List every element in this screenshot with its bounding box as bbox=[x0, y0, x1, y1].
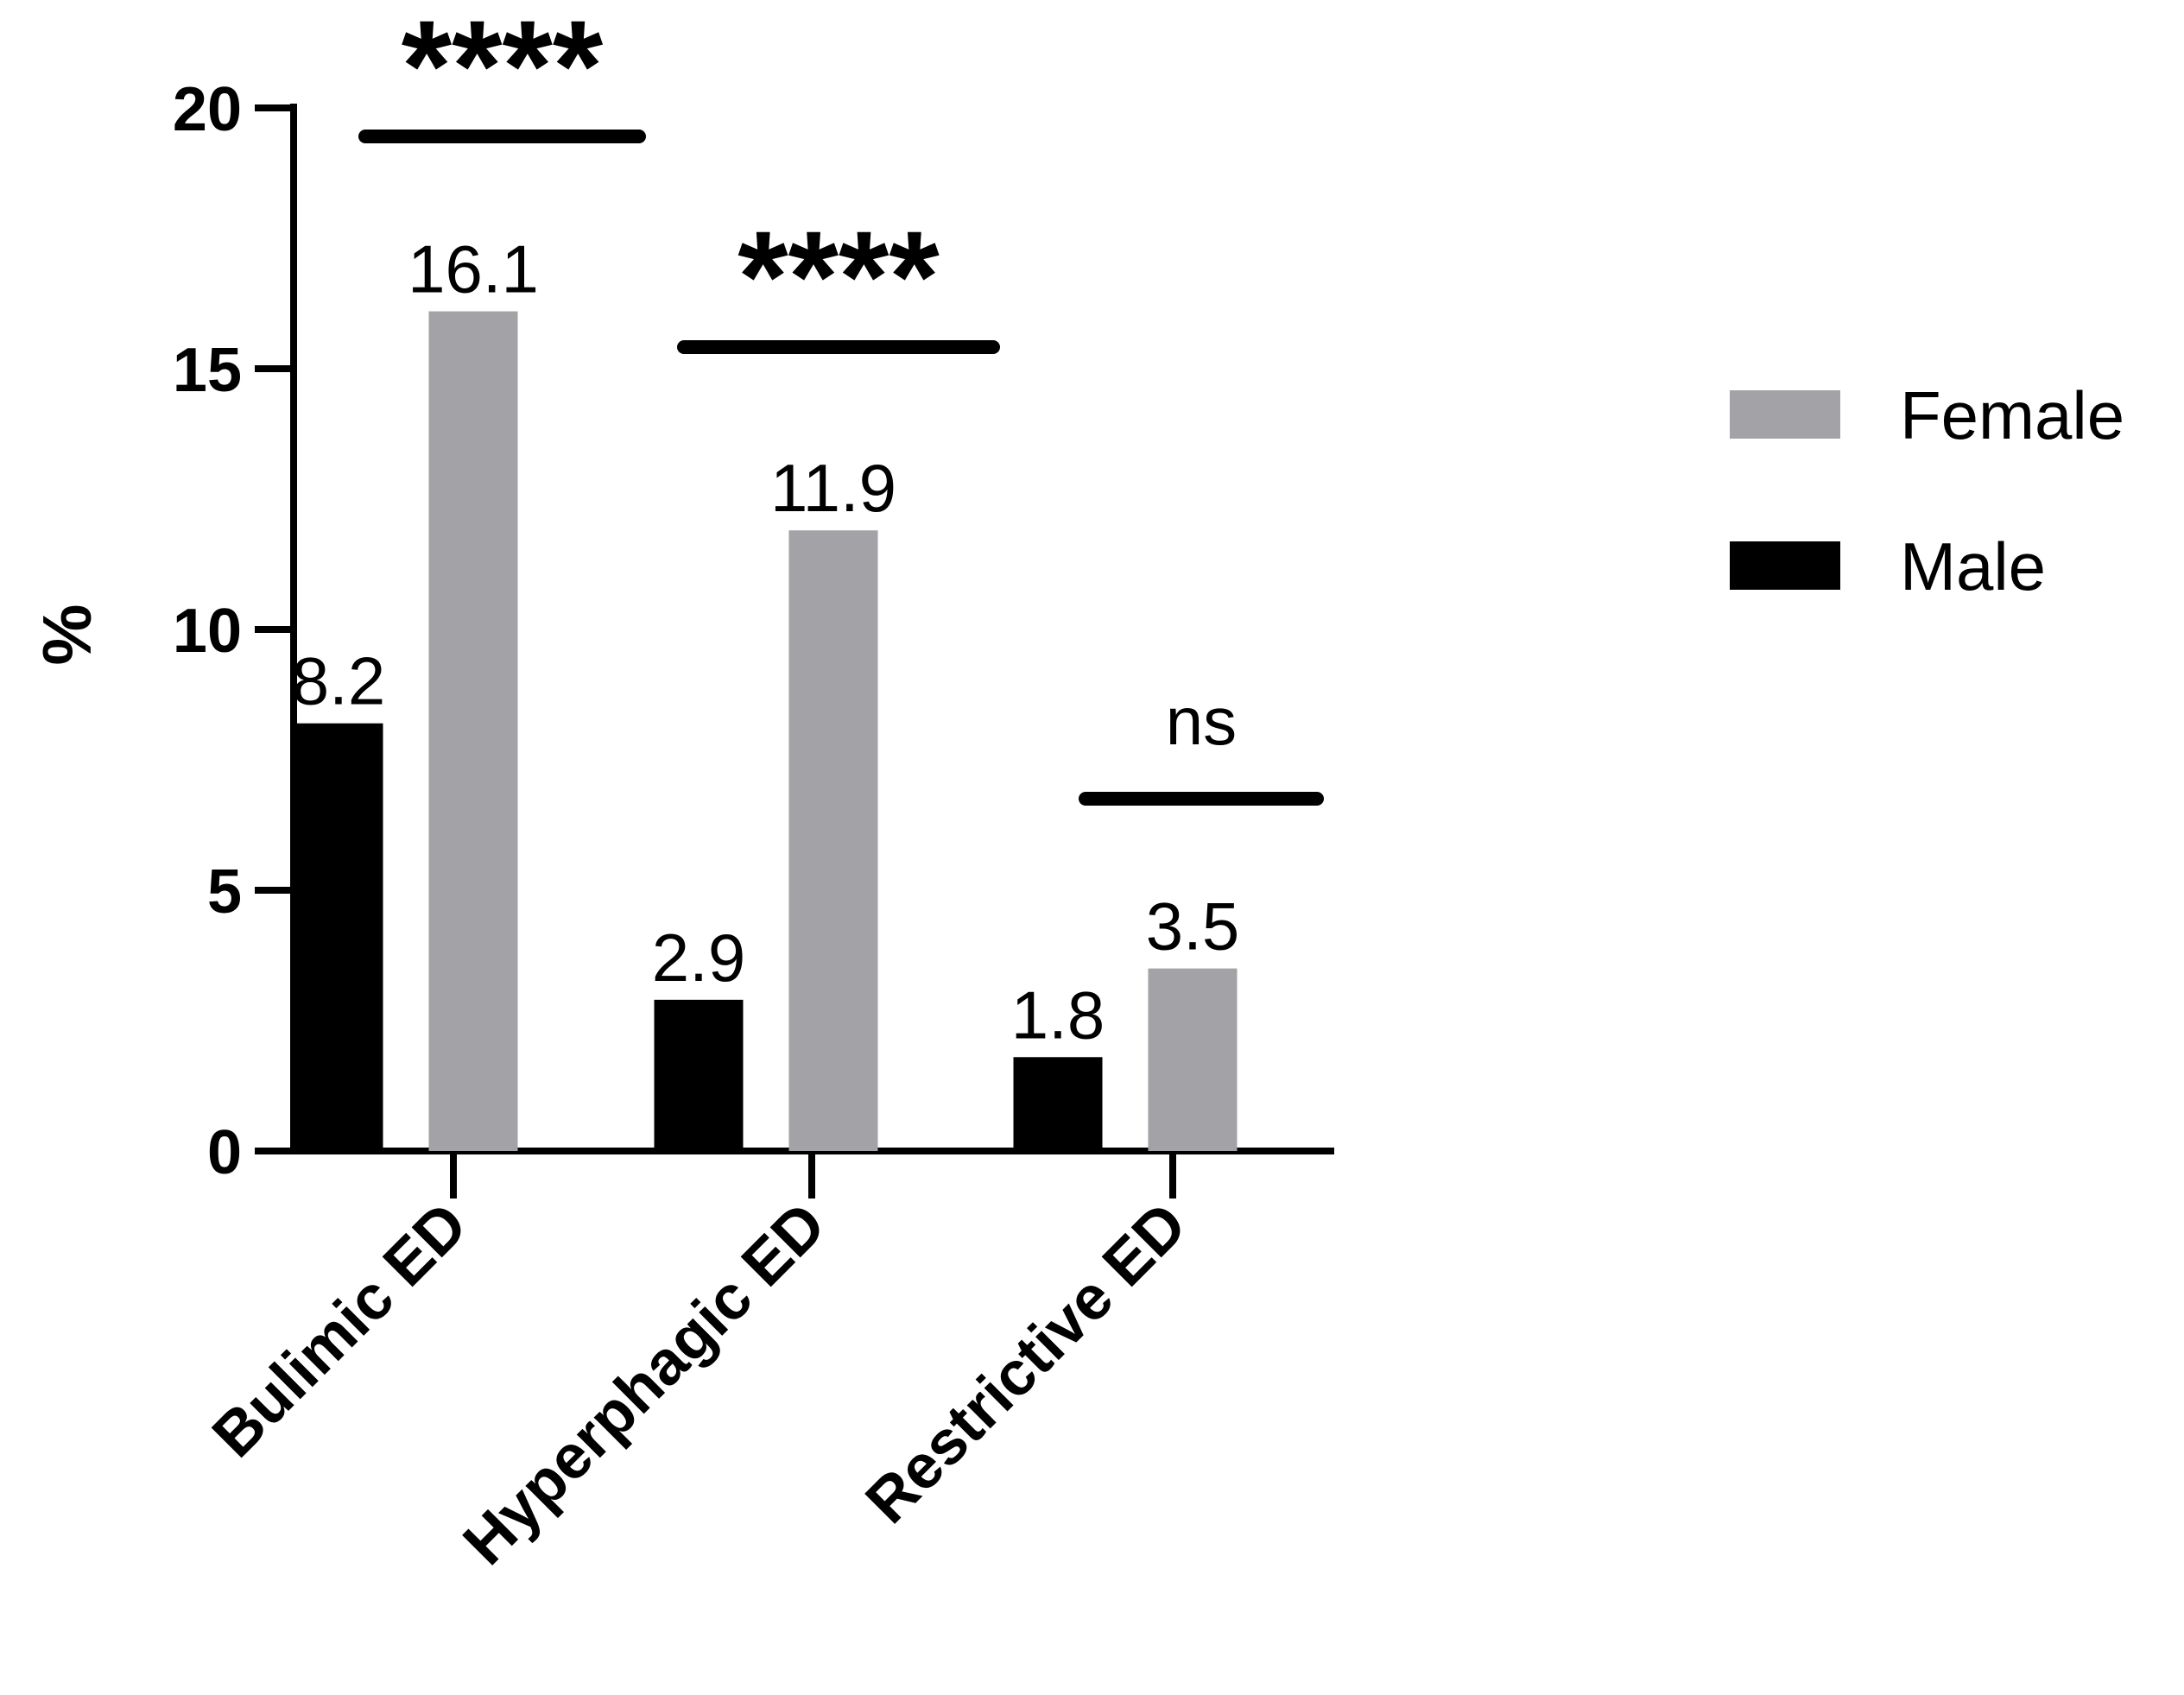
significance-label: **** bbox=[737, 204, 940, 349]
x-category-label: Hyperphagic ED bbox=[450, 1190, 839, 1578]
legend-label: Female bbox=[1900, 377, 2124, 453]
data-label: 1.8 bbox=[1011, 977, 1105, 1053]
data-label: 11.9 bbox=[770, 450, 896, 526]
data-labels: 8.2 16.1 2.9 11.9 1.8 3.5 bbox=[292, 231, 1239, 1053]
bar-male bbox=[1013, 1057, 1103, 1151]
y-tick-label: 20 bbox=[173, 75, 242, 144]
y-tick-label: 10 bbox=[173, 597, 242, 666]
y-tick-label: 15 bbox=[173, 336, 242, 405]
bar-male bbox=[294, 723, 383, 1151]
bars bbox=[294, 311, 1238, 1151]
y-tick-label: 5 bbox=[207, 857, 242, 927]
significance-annotations: **** **** ns bbox=[358, 0, 1324, 806]
x-category-label: Restrictive ED bbox=[853, 1190, 1200, 1537]
data-label: 2.9 bbox=[652, 920, 745, 996]
data-label: 16.1 bbox=[408, 231, 539, 307]
legend-label: Male bbox=[1900, 528, 2046, 604]
legend-swatch-female bbox=[1730, 390, 1840, 439]
significance-label: **** bbox=[402, 0, 604, 138]
bar-female bbox=[428, 311, 518, 1151]
significance-label: ns bbox=[1166, 683, 1237, 759]
y-axis-title: % bbox=[28, 604, 105, 665]
legend-swatch-male bbox=[1730, 541, 1840, 590]
data-label: 3.5 bbox=[1146, 889, 1239, 965]
data-label: 8.2 bbox=[292, 643, 385, 719]
legend: Female Male bbox=[1730, 377, 2124, 604]
x-category-label: Bulimic ED bbox=[199, 1190, 480, 1470]
bar-male bbox=[654, 999, 744, 1151]
bar-female bbox=[1148, 968, 1238, 1151]
bar-female bbox=[788, 530, 878, 1151]
y-tick-label: 0 bbox=[207, 1118, 242, 1187]
